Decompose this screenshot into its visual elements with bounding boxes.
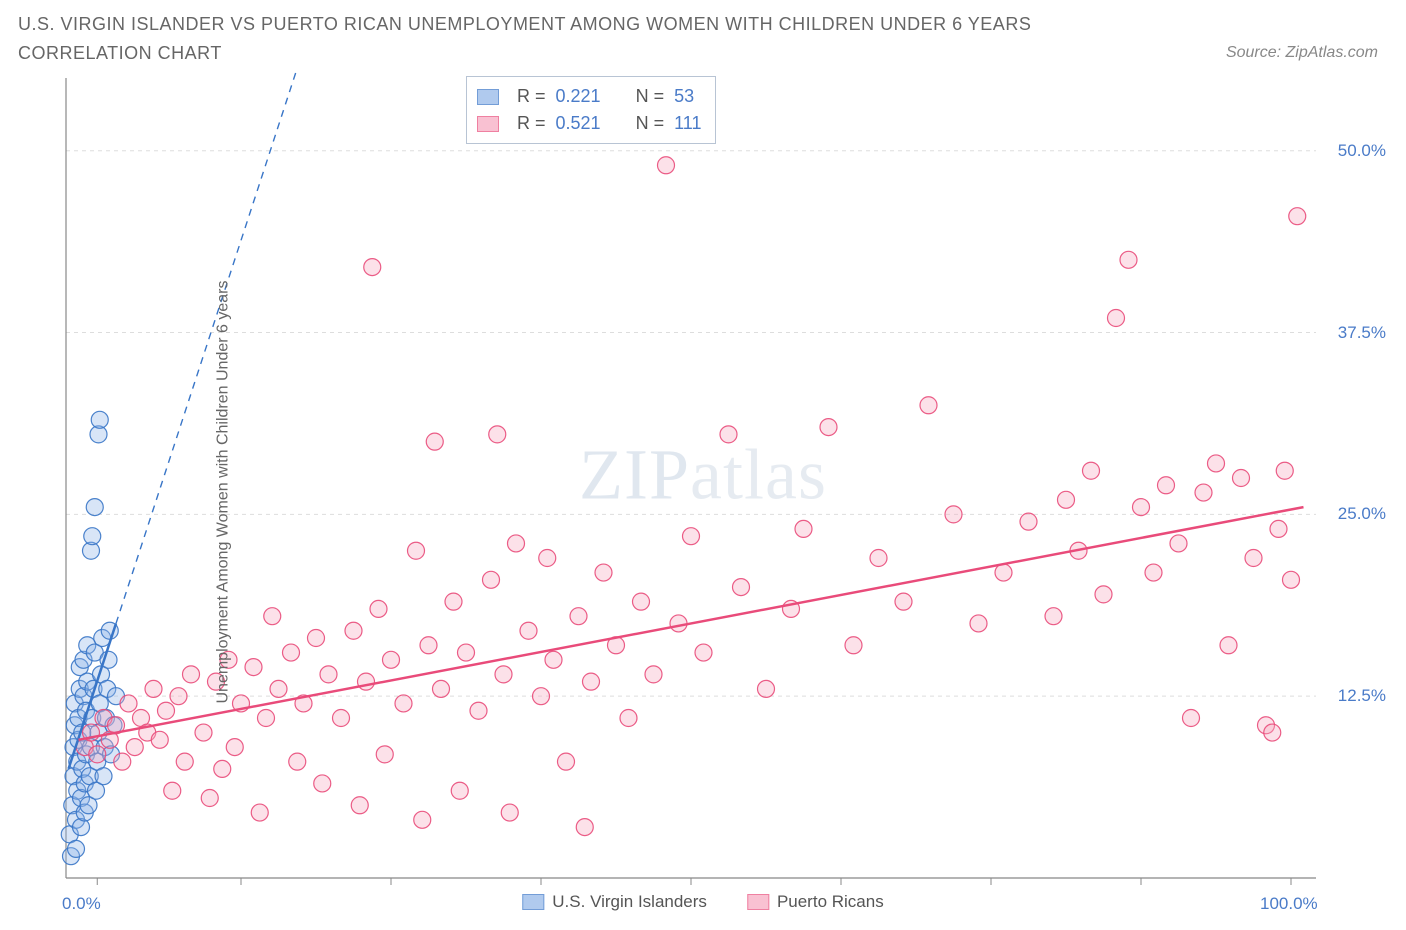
stat-legend-row: R = 0.221 N = 53	[477, 83, 701, 110]
y-tick: 25.0%	[1338, 504, 1386, 524]
stat-legend-row: R = 0.521 N = 111	[477, 110, 701, 137]
y-tick: 50.0%	[1338, 141, 1386, 161]
x-tick: 100.0%	[1260, 894, 1318, 914]
y-tick: 12.5%	[1338, 686, 1386, 706]
source-attribution: Source: ZipAtlas.com	[1226, 44, 1388, 68]
chart-title: U.S. VIRGIN ISLANDER VS PUERTO RICAN UNE…	[18, 10, 1118, 68]
x-tick: 0.0%	[62, 894, 101, 914]
legend-item: U.S. Virgin Islanders	[522, 892, 707, 912]
chart-area: Unemployment Among Women with Children U…	[18, 72, 1388, 912]
y-axis-label: Unemployment Among Women with Children U…	[215, 280, 233, 703]
y-tick: 37.5%	[1338, 323, 1386, 343]
series-legend: U.S. Virgin Islanders Puerto Ricans	[522, 892, 883, 912]
stats-legend: R = 0.221 N = 53R = 0.521 N = 111	[466, 76, 716, 144]
legend-item: Puerto Ricans	[747, 892, 884, 912]
